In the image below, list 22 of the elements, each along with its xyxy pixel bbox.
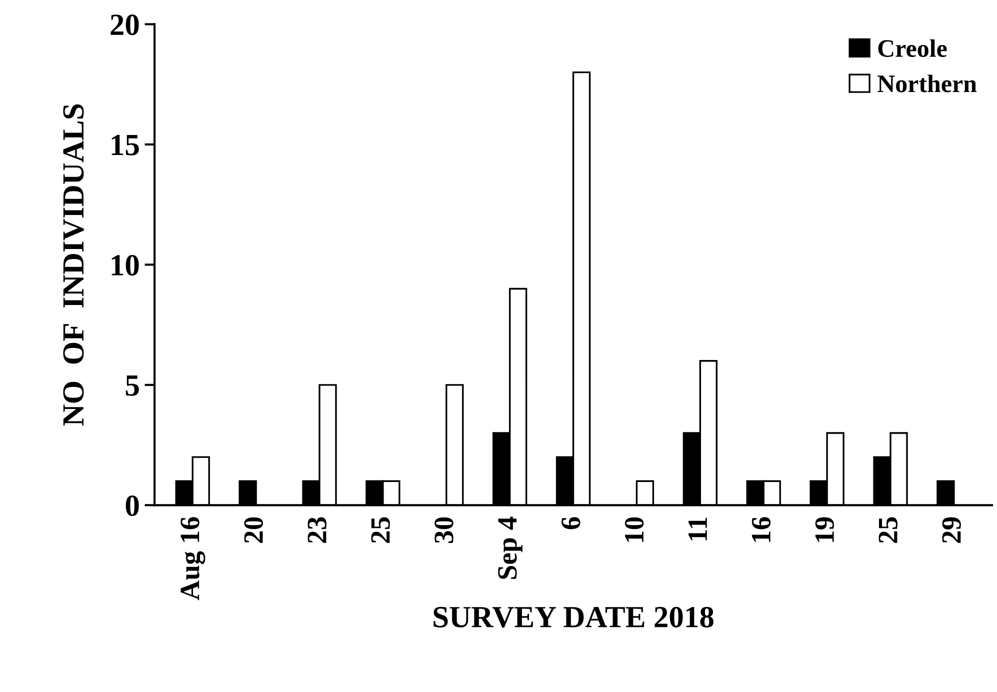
x-tick-label: 6 (562, 517, 580, 530)
y-tick-label: 0 (126, 495, 139, 516)
x-tick-label: 23 (308, 517, 326, 543)
y-tick-label: 15 (112, 134, 139, 156)
y-tick-label: 5 (126, 376, 139, 396)
y-tick-label: 10 (112, 254, 139, 276)
x-tick-label: 10 (624, 517, 644, 542)
x-tick-label: Aug 16 (180, 517, 206, 600)
x-tick-label: 30 (434, 517, 454, 544)
legend-label: Creole (878, 39, 947, 57)
x-tick-label: 29 (942, 517, 961, 543)
legend-label: Northern (878, 74, 977, 92)
x-tick-label: 25 (371, 517, 390, 543)
y-tick-label: 20 (110, 14, 139, 36)
x-axis-title: SURVEY DATE 2018 (434, 606, 714, 628)
x-tick-label: 25 (878, 517, 898, 543)
x-tick-label: 19 (815, 517, 834, 542)
x-tick-label: Sep 4 (498, 516, 522, 579)
x-tick-label: 20 (244, 517, 263, 543)
x-tick-label: 11 (688, 518, 707, 540)
x-tick-label: 16 (752, 517, 771, 542)
y-axis-title: NO OF INDIVIDUALS (63, 104, 84, 426)
